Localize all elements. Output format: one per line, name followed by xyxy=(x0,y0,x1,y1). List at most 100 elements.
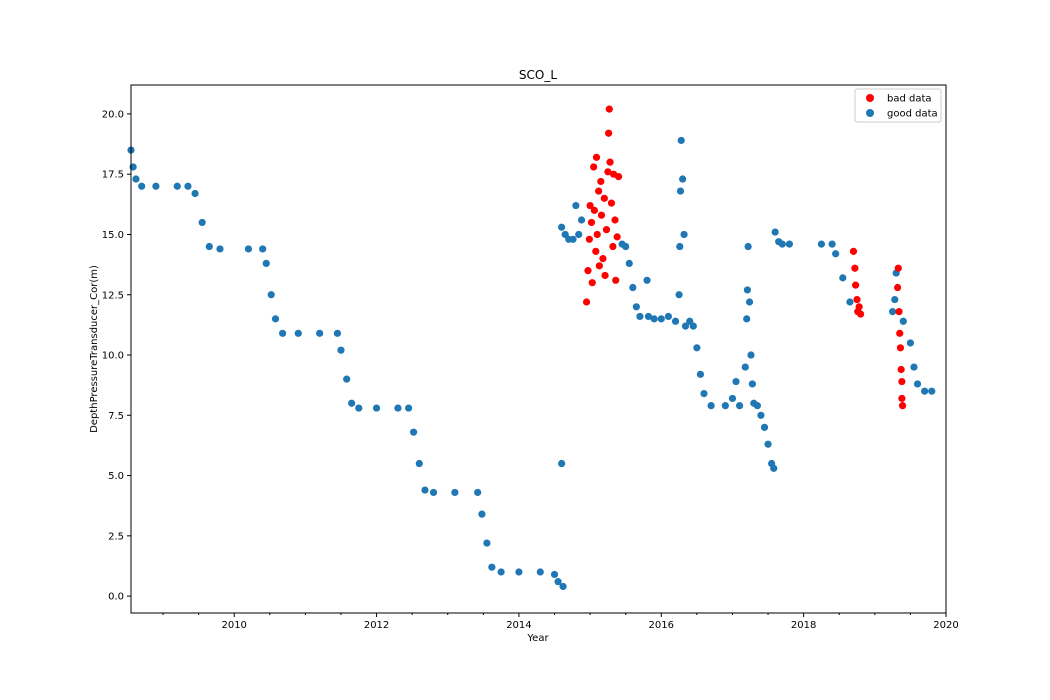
bad-data-point xyxy=(597,211,606,219)
bad-data-point xyxy=(606,158,614,166)
bad-data-point xyxy=(605,129,613,137)
x-tick-label: 2016 xyxy=(649,620,674,631)
good-data-point xyxy=(778,240,786,248)
good-data-point xyxy=(262,259,270,268)
good-data-point xyxy=(355,404,363,412)
x-axis-ticks: 2010 2012 2014 2016 2018 2020 xyxy=(162,613,959,631)
bad-data-point xyxy=(582,298,591,306)
good-data-point xyxy=(675,291,683,299)
good-data-point xyxy=(488,563,496,571)
bad-data-point xyxy=(896,344,905,352)
good-data-point xyxy=(429,488,438,497)
legend: bad data good data xyxy=(854,88,942,123)
good-data-point xyxy=(828,240,836,248)
plot-frame xyxy=(130,84,947,614)
good-data-point xyxy=(743,315,751,323)
good-data-point xyxy=(216,245,224,253)
bad-data-point xyxy=(849,247,858,255)
good-data-point xyxy=(394,404,402,412)
y-axis-label: DepthPressureTransducer_Cor(m) xyxy=(89,265,100,433)
good-data-point xyxy=(728,394,737,403)
good-data-point xyxy=(343,375,351,383)
good-data-point xyxy=(745,298,754,306)
good-data-point xyxy=(625,259,633,268)
good-data-point xyxy=(191,189,199,198)
good-data-point xyxy=(771,228,779,236)
good-data-point xyxy=(741,363,749,371)
y-tick-label: 12.5 xyxy=(102,290,124,301)
bad-data-point xyxy=(855,303,863,311)
good-data-point xyxy=(664,312,673,321)
bad-data-point xyxy=(856,310,865,318)
bad-data-point xyxy=(590,163,598,171)
good-data-point xyxy=(743,286,752,294)
x-tick-label: 2014 xyxy=(506,620,531,631)
legend-marker-bad xyxy=(866,94,874,102)
good-data-point xyxy=(348,399,356,407)
good-data-point xyxy=(693,344,701,352)
good-data-point xyxy=(681,322,690,330)
good-data-point xyxy=(753,402,761,410)
good-data-point xyxy=(279,329,287,337)
bad-data-point xyxy=(607,199,616,207)
good-data-point xyxy=(657,315,665,323)
legend-marker-good xyxy=(866,109,874,117)
bad-data-point xyxy=(895,308,903,316)
x-tick-label: 2020 xyxy=(933,620,958,631)
good-data-point xyxy=(707,402,715,410)
good-data-point xyxy=(184,182,192,190)
good-data-point xyxy=(575,230,583,239)
good-data-point xyxy=(921,387,929,395)
good-data-point xyxy=(764,440,772,448)
good-data-point xyxy=(173,182,181,190)
x-tick-label: 2012 xyxy=(364,620,389,631)
good-data-point xyxy=(132,175,140,183)
good-data-point xyxy=(259,245,267,253)
good-data-point xyxy=(906,339,915,347)
bad-data-point xyxy=(602,226,611,234)
good-data-point xyxy=(316,329,324,337)
good-data-point xyxy=(404,404,413,412)
good-data-point xyxy=(760,423,769,431)
good-data-point xyxy=(474,488,482,497)
bad-data-point xyxy=(595,262,603,270)
bad-data-point xyxy=(894,264,902,272)
good-data-point xyxy=(478,510,486,518)
good-data-point xyxy=(629,283,637,292)
bad-data-point xyxy=(614,173,623,181)
bad-data-point xyxy=(590,206,598,214)
good-data-point xyxy=(748,380,756,388)
good-data-point xyxy=(550,570,559,579)
y-tick-label: 0.0 xyxy=(108,592,124,603)
legend-box xyxy=(854,88,942,123)
good-data-point xyxy=(198,218,206,227)
good-data-point xyxy=(577,216,586,224)
good-data-point xyxy=(294,329,302,337)
legend-label-good: good data xyxy=(887,109,938,120)
good-data-point xyxy=(559,582,567,591)
good-data-point xyxy=(138,182,146,190)
bad-data-point xyxy=(897,365,905,374)
good-data-point xyxy=(409,428,418,436)
bad-data-point xyxy=(601,271,609,280)
good-data-point xyxy=(910,363,918,371)
good-data-point xyxy=(497,568,505,576)
good-data-point xyxy=(650,315,658,323)
bad-data-point xyxy=(898,377,906,386)
bad-data-point xyxy=(609,242,617,251)
legend-label-bad: bad data xyxy=(887,94,932,105)
x-tick-label: 2010 xyxy=(221,620,246,631)
good-data-point xyxy=(671,317,680,325)
good-data-point xyxy=(515,568,523,576)
y-tick-label: 5.0 xyxy=(108,471,124,482)
good-data-point xyxy=(483,539,491,547)
bad-data-point xyxy=(593,230,601,239)
bad-data-point xyxy=(592,247,600,255)
good-data-point xyxy=(372,404,381,412)
good-data-point xyxy=(677,136,685,145)
chart-title: SCO_L xyxy=(519,68,557,82)
bad-data-point xyxy=(587,218,596,227)
good-data-point xyxy=(333,329,342,337)
bad-data-point xyxy=(611,216,619,224)
